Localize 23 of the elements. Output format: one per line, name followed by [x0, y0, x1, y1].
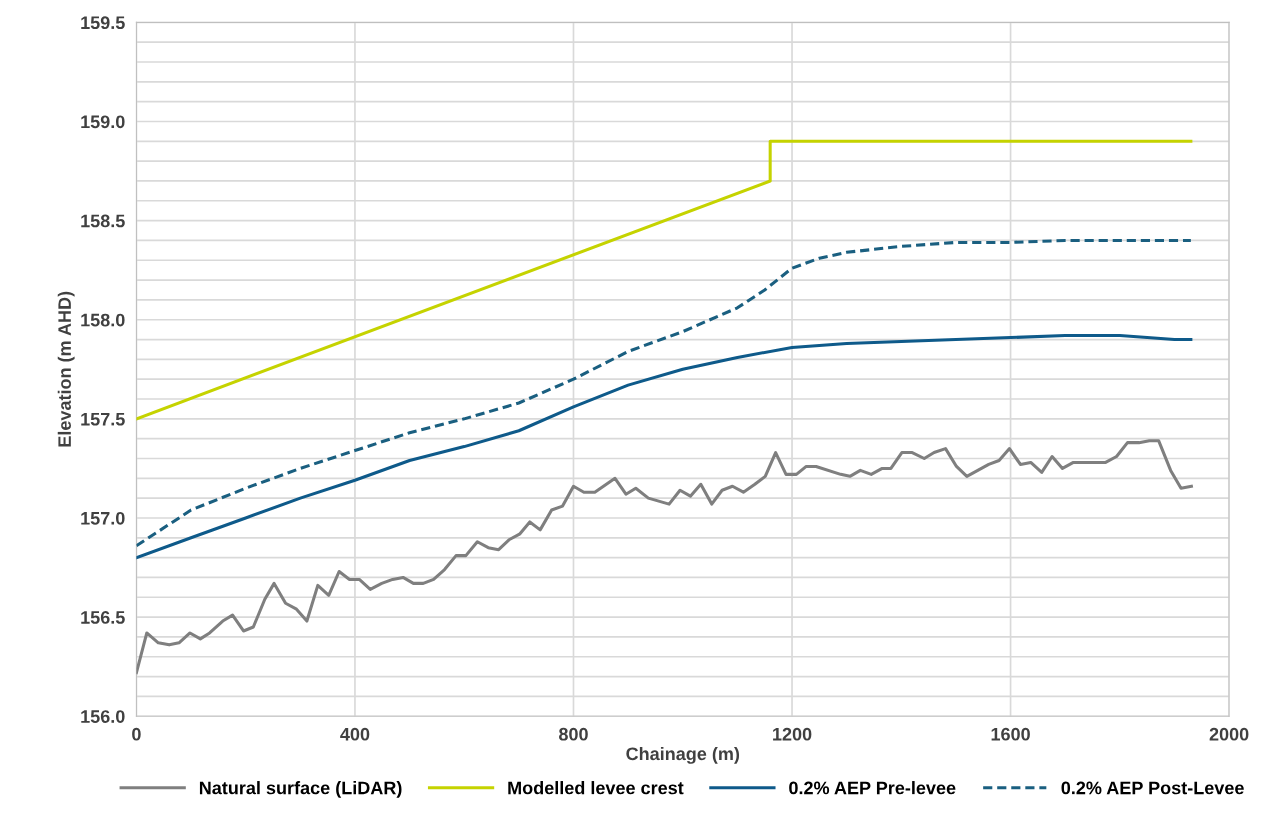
- line-series: [136, 238, 1193, 548]
- x-tick-label: 1200: [773, 727, 812, 741]
- y-tick-label: 158.5: [81, 214, 125, 228]
- y-axis-title: Elevation (m AHD): [57, 291, 75, 447]
- line-series: [136, 439, 1193, 675]
- x-tick-label: 2000: [1209, 727, 1249, 741]
- legend-label: Natural surface (LiDAR): [199, 781, 402, 798]
- legend-label: Modelled levee crest: [508, 781, 684, 795]
- y-tick-label: 156.5: [81, 611, 125, 624]
- y-tick-label: 159.5: [81, 16, 125, 30]
- x-tick-label: 0: [132, 727, 141, 741]
- y-tick-label: 159.0: [81, 115, 125, 129]
- x-tick-label: 400: [340, 727, 370, 741]
- y-tick-label: 157.0: [81, 511, 125, 525]
- x-tick-label: 1600: [991, 727, 1030, 741]
- x-axis-title: Chainage (m): [626, 746, 740, 764]
- y-tick-label: 158.0: [81, 313, 125, 327]
- y-tick-label: 157.5: [81, 412, 125, 426]
- legend-label: 0.2% AEP Pre-levee: [789, 781, 956, 795]
- legend-label: 0.2% AEP Post-Levee: [1061, 781, 1244, 795]
- y-tick-label: 156.0: [81, 710, 125, 723]
- line-series: [136, 334, 1193, 560]
- x-tick-label: 800: [559, 727, 588, 741]
